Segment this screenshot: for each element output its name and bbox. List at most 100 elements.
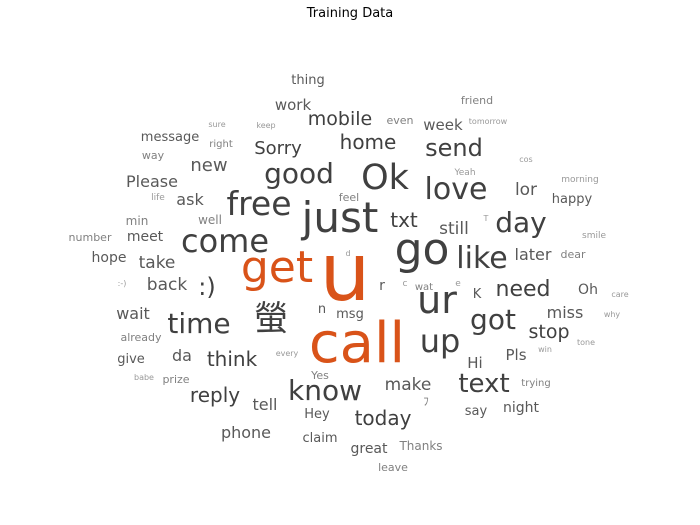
word-4: just [301, 193, 379, 242]
word-88: win [538, 345, 552, 354]
word-78: Yes [310, 369, 329, 382]
word-65: well [198, 213, 222, 227]
word-33: new [190, 155, 227, 176]
word-55: msg [336, 307, 364, 322]
word-46: Pls [505, 346, 526, 364]
word-86: care [611, 290, 628, 299]
word-5: ur [417, 278, 457, 322]
word-62: r [379, 278, 385, 294]
word-98: d [345, 249, 350, 258]
word-73: wat [415, 282, 433, 293]
word-97: e [455, 279, 461, 289]
word-19: :) [198, 273, 215, 301]
word-3: go [395, 224, 450, 275]
word-45: later [515, 245, 552, 264]
word-81: smile [582, 231, 606, 241]
word-44: da [172, 346, 192, 365]
word-80: morning [561, 175, 598, 185]
word-13: time [167, 307, 230, 340]
word-56: say [465, 404, 488, 419]
word-27: mobile [308, 108, 372, 130]
word-51: great [350, 441, 388, 457]
word-47: Hi [467, 354, 482, 372]
word-7: 螢 [254, 299, 288, 339]
word-49: meet [127, 229, 164, 245]
word-63: K [473, 287, 482, 302]
word-14: got [470, 303, 516, 336]
word-8: come [181, 222, 269, 260]
word-71: feel [339, 191, 359, 204]
chart-title: Training Data [306, 6, 393, 21]
word-85: why [604, 310, 621, 319]
word-54: message [141, 130, 199, 145]
word-52: Oh [578, 282, 598, 298]
word-2: get [241, 242, 313, 293]
word-32: take [139, 253, 176, 273]
word-30: make [385, 375, 432, 395]
word-40: tell [252, 395, 277, 414]
word-64: Thanks [398, 439, 442, 453]
word-36: miss [547, 303, 584, 322]
word-91: sure [208, 120, 225, 129]
word-16: good [264, 157, 334, 190]
word-74: dear [560, 248, 585, 261]
word-94: cos [519, 155, 532, 164]
word-17: day [495, 206, 547, 239]
word-18: text [458, 369, 509, 399]
word-39: phone [221, 423, 271, 442]
word-61: n [318, 302, 326, 317]
word-96: c [403, 279, 408, 289]
word-50: hope [92, 250, 127, 266]
word-23: today [355, 406, 412, 430]
word-90: every [276, 349, 299, 358]
word-60: give [117, 352, 145, 367]
word-79: trying [521, 378, 550, 389]
word-82: life [151, 193, 165, 203]
word-25: home [340, 130, 397, 154]
word-87: tone [577, 338, 595, 347]
word-21: need [496, 277, 551, 302]
word-68: leave [378, 461, 408, 474]
word-28: stop [528, 321, 569, 343]
word-0: u [320, 226, 371, 319]
word-15: know [288, 374, 362, 407]
word-10: up [420, 322, 461, 360]
word-9: free [226, 184, 291, 223]
word-53: happy [552, 192, 593, 207]
word-12: like [456, 241, 507, 276]
word-84: ﾌ [423, 395, 429, 408]
word-41: wait [116, 304, 150, 323]
word-24: reply [190, 383, 240, 407]
word-70: already [120, 331, 162, 344]
word-69: prize [162, 373, 189, 386]
word-6: Ok [361, 158, 410, 198]
word-1: call [309, 311, 405, 376]
word-93: tomorrow [469, 117, 508, 126]
word-26: txt [390, 208, 418, 232]
word-31: back [147, 275, 188, 295]
word-35: still [439, 219, 469, 239]
word-59: thing [291, 73, 324, 88]
word-72: even [386, 114, 413, 127]
word-58: Hey [304, 407, 330, 422]
word-67: number [69, 231, 112, 244]
word-89: babe [134, 373, 154, 382]
word-95: :-) [118, 279, 127, 288]
word-34: lor [515, 180, 537, 200]
word-42: work [275, 96, 312, 114]
word-29: Sorry [254, 138, 302, 159]
word-92: keep [256, 121, 275, 130]
word-77: right [209, 139, 233, 150]
word-75: friend [461, 94, 493, 107]
word-11: love [425, 172, 488, 207]
word-83: Yeah [453, 168, 475, 178]
word-43: week [423, 116, 463, 134]
word-76: way [142, 149, 165, 162]
word-37: ask [176, 190, 204, 209]
word-99: T [483, 214, 489, 223]
word-66: min [126, 214, 149, 228]
word-57: claim [302, 431, 337, 446]
